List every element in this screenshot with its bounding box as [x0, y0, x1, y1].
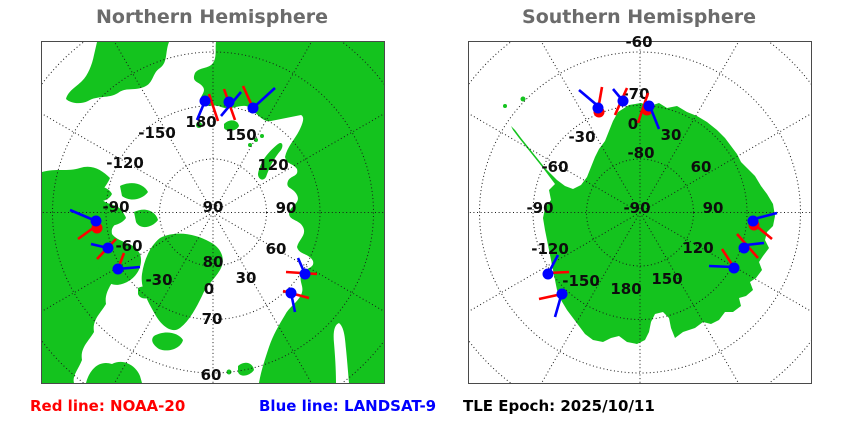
landsat9-track-line [745, 241, 765, 247]
graticule-label: -120 [531, 240, 569, 258]
graticule-label: 180 [610, 280, 641, 298]
graticule-label: 0 [628, 115, 638, 133]
north-landmass [152, 332, 183, 351]
legend-landsat9: Blue line: LANDSAT-9 [259, 397, 437, 415]
graticule-label: -150 [138, 124, 176, 142]
latitude-circle [105, 105, 321, 320]
legend-noaa20: Red line: NOAA-20 [30, 397, 186, 415]
noaa20-track-line [597, 86, 604, 105]
north-map-title: Northern Hemisphere [95, 6, 328, 28]
graticule-label: -30 [568, 128, 595, 146]
north-landmass [134, 209, 158, 228]
south-landmass [511, 103, 775, 344]
landsat9-position-dot [247, 102, 259, 114]
north-landmass [66, 42, 169, 104]
landsat9-position-dot [223, 96, 235, 108]
graticule-label: -60 [541, 158, 568, 176]
small-island [503, 104, 507, 108]
north-landmass [238, 362, 254, 376]
graticule-label: -90 [102, 198, 129, 216]
graticule-label: 80 [203, 253, 224, 271]
graticule-label: -90 [623, 199, 650, 217]
graticule-label: -90 [526, 199, 553, 217]
graticule-label: 150 [651, 270, 682, 288]
landsat9-track-line [649, 108, 661, 130]
landsat9-position-dot [747, 215, 759, 227]
graticule-label: 120 [682, 239, 713, 257]
landsat9-position-dot [738, 242, 750, 254]
graticule-label: -70 [622, 85, 649, 103]
small-island [226, 369, 232, 375]
landsat9-position-dot [542, 268, 554, 280]
landsat9-position-dot [299, 268, 311, 280]
graticule-label: 90 [276, 199, 297, 217]
latitude-circle [479, 51, 801, 374]
landsat9-position-dot [102, 242, 114, 254]
latitude-circle [159, 158, 267, 267]
southern-hemisphere-map: -60 -70 -80 -90 0 30 -30 60 -60 90 -90 120 -120 150 -1… [468, 33, 812, 384]
landsat9-track-line [553, 295, 563, 318]
landsat9-position-dot [199, 95, 211, 107]
graticule-label: 180 [185, 113, 216, 131]
north-landmass [141, 233, 223, 331]
graticule-label: -80 [627, 144, 654, 162]
small-island [520, 96, 526, 102]
small-island [260, 134, 264, 138]
meridian-line [540, 42, 641, 213]
legend-epoch: TLE Epoch: 2025/10/11 [463, 397, 655, 415]
landsat9-track-line [578, 89, 599, 107]
south-map-title: Southern Hemisphere [522, 6, 756, 28]
graticule-label: 30 [661, 126, 682, 144]
graticule-label: 70 [202, 310, 223, 328]
small-island [196, 122, 202, 128]
latitude-circle [532, 105, 748, 320]
graticule-label: -150 [562, 272, 600, 290]
graticule-label: 150 [225, 126, 256, 144]
graticule-label: 90 [203, 198, 224, 216]
north-landmass [86, 186, 112, 202]
northern-hemisphere-map: 180 -150 150 -120 120 -90 90 -60 60 -30 30 0 90 80 70 6… [41, 41, 385, 384]
latitude-circle [52, 51, 374, 374]
graticule-label: 120 [257, 156, 288, 174]
graticule-label: 60 [201, 366, 222, 384]
north-landmass [120, 183, 148, 200]
landsat9-position-dot [285, 287, 297, 299]
landsat9-position-dot [112, 263, 124, 275]
north-landmass [86, 361, 142, 383]
graticule-label: 0 [204, 280, 214, 298]
graticule-label: -30 [145, 271, 172, 289]
landsat9-track-line [753, 211, 778, 221]
graticule-label: 90 [703, 199, 724, 217]
north-landmass [224, 120, 239, 131]
landsat9-position-dot [728, 262, 740, 274]
landsat9-position-dot [556, 288, 568, 300]
north-landmass [258, 142, 283, 180]
north-landmass [138, 286, 154, 299]
landsat9-position-dot [90, 215, 102, 227]
noaa20-track-line [636, 92, 650, 124]
graticule-label: 60 [691, 158, 712, 176]
noaa20-track-line [77, 224, 97, 241]
graticule-label: -60 [625, 33, 652, 51]
graticule-label: -60 [115, 237, 142, 255]
latitude-circle [586, 158, 694, 267]
landsat9-position-dot [592, 102, 604, 114]
graticule-label: -120 [106, 154, 144, 172]
noaa20-track-line [753, 223, 773, 240]
graticule-label: 30 [236, 269, 257, 287]
north-landmass [193, 42, 384, 383]
noaa20-track-line [207, 93, 220, 122]
landsat9-position-dot [643, 100, 655, 112]
noaa20-track-line [720, 248, 735, 267]
landsat9-position-dot [617, 95, 629, 107]
small-island [254, 138, 258, 142]
graticule-label: 60 [266, 240, 287, 258]
